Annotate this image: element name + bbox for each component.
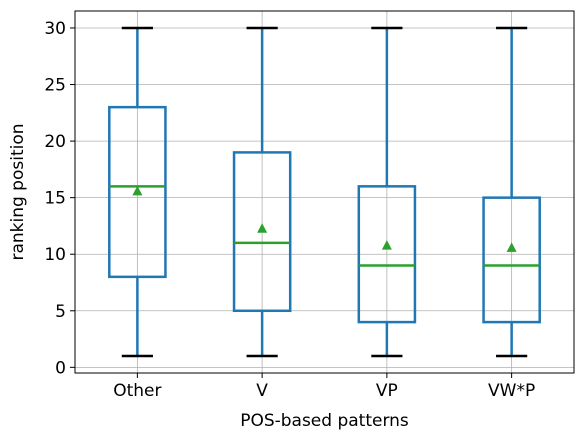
y-tick-label: 5 <box>55 302 66 322</box>
box-iqr <box>232 151 292 313</box>
y-axis-label: ranking position <box>8 123 28 260</box>
y-tick-label: 25 <box>44 76 66 96</box>
box-vp <box>357 26 417 358</box>
mean-marker <box>381 240 392 250</box>
y-tick-label: 10 <box>44 245 66 265</box>
x-axis-label: POS-based patterns <box>240 411 409 430</box>
box-plot-series <box>108 26 541 358</box>
y-tick-label: 20 <box>44 132 66 152</box>
box-other <box>108 26 167 358</box>
x-axis-ticks: Other V VP VW*P <box>113 373 535 401</box>
mean-marker <box>257 223 268 233</box>
box-iqr <box>357 185 417 324</box>
y-tick-label: 30 <box>44 19 66 39</box>
y-axis-ticks: 0 5 10 15 20 25 30 <box>44 19 75 378</box>
x-tick-label: VP <box>376 381 398 401</box>
box-iqr <box>482 196 541 324</box>
y-tick-label: 15 <box>44 189 66 209</box>
y-tick-label: 0 <box>55 358 66 378</box>
mean-marker <box>506 242 517 252</box>
plot-frame <box>74 10 575 374</box>
x-tick-label: V <box>256 381 268 401</box>
mean-marker <box>132 185 143 196</box>
box-iqr <box>108 105 167 279</box>
box-vw-p <box>482 26 541 358</box>
x-tick-label: Other <box>113 381 161 401</box>
box-v <box>232 26 292 358</box>
grid-lines <box>75 11 574 373</box>
x-tick-label: VW*P <box>488 381 535 401</box>
